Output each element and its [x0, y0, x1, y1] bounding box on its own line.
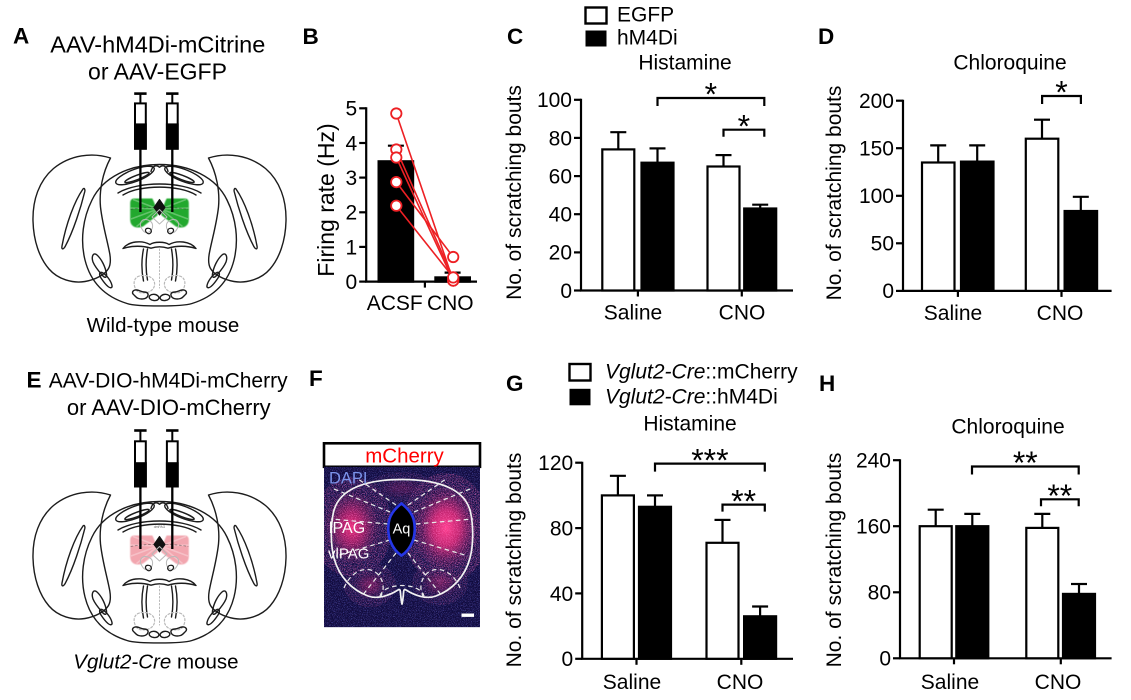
svg-text:vlPAG: vlPAG — [328, 546, 369, 563]
svg-text:hM4Di: hM4Di — [617, 27, 678, 50]
svg-text:Histamine: Histamine — [643, 413, 736, 436]
svg-text:0: 0 — [560, 280, 572, 303]
svg-text:Saline: Saline — [921, 671, 979, 694]
svg-text:dmPAG: dmPAG — [154, 525, 166, 529]
svg-text:0: 0 — [562, 648, 574, 671]
svg-text:240: 240 — [856, 450, 891, 473]
svg-text:ACSF: ACSF — [367, 292, 423, 315]
svg-text:80: 80 — [549, 127, 572, 150]
svg-text:Vglut2-Cre mouse: Vglut2-Cre mouse — [73, 651, 238, 674]
svg-text:E: E — [27, 368, 42, 393]
svg-text:**: ** — [1013, 445, 1038, 481]
svg-text:Chloroquine: Chloroquine — [953, 52, 1066, 75]
svg-text:lPAG: lPAG — [329, 520, 365, 537]
svg-text:Saline: Saline — [924, 302, 982, 325]
svg-text:1: 1 — [346, 236, 358, 259]
svg-text:CNO: CNO — [1037, 302, 1084, 325]
svg-text:**: ** — [731, 483, 756, 519]
svg-text:CNO: CNO — [427, 292, 474, 315]
svg-text:AAV-hM4Di-mCitrine: AAV-hM4Di-mCitrine — [50, 32, 265, 58]
svg-text:H: H — [819, 371, 835, 396]
svg-text:100: 100 — [537, 89, 572, 112]
svg-text:150: 150 — [859, 138, 894, 161]
svg-text:*: * — [738, 108, 750, 144]
svg-text:No. of scratching bouts: No. of scratching bouts — [823, 453, 846, 668]
svg-text:Vglut2-Cre::hM4Di: Vglut2-Cre::hM4Di — [605, 386, 778, 409]
svg-text:No. of scratching bouts: No. of scratching bouts — [503, 453, 526, 668]
svg-text:40: 40 — [549, 204, 572, 227]
svg-text:No. of scratching bouts: No. of scratching bouts — [823, 86, 846, 301]
svg-text:C: C — [507, 24, 523, 49]
svg-text:50: 50 — [871, 233, 894, 256]
svg-text:mCherry: mCherry — [365, 444, 444, 467]
svg-text:Wild-type mouse: Wild-type mouse — [87, 314, 240, 337]
svg-text:0: 0 — [882, 280, 894, 303]
svg-text:3: 3 — [346, 167, 358, 190]
svg-text:2: 2 — [346, 202, 358, 225]
svg-text:Histamine: Histamine — [638, 52, 731, 75]
svg-text:Firing rate (Hz): Firing rate (Hz) — [313, 123, 339, 276]
svg-text:AAV-DIO-hM4Di-mCherry: AAV-DIO-hM4Di-mCherry — [49, 370, 288, 393]
svg-text:40: 40 — [550, 583, 573, 606]
svg-text:*: * — [1055, 75, 1067, 111]
svg-text:Saline: Saline — [604, 302, 662, 325]
svg-text:CNO: CNO — [717, 671, 764, 694]
svg-text:**: ** — [1047, 478, 1072, 514]
svg-text:160: 160 — [856, 516, 891, 539]
svg-text:60: 60 — [549, 165, 572, 188]
svg-text:20: 20 — [549, 242, 572, 265]
svg-text:or AAV-DIO-mCherry: or AAV-DIO-mCherry — [67, 395, 271, 420]
svg-text:***: *** — [691, 442, 728, 478]
svg-text:80: 80 — [550, 517, 573, 540]
svg-text:EGFP: EGFP — [617, 4, 674, 27]
svg-text:0: 0 — [879, 648, 891, 671]
svg-text:A: A — [13, 24, 29, 49]
svg-text:4: 4 — [346, 132, 358, 155]
svg-text:F: F — [309, 366, 323, 391]
svg-text:DAPI: DAPI — [329, 470, 368, 488]
svg-text:0: 0 — [346, 271, 358, 294]
svg-text:or AAV-EGFP: or AAV-EGFP — [88, 59, 227, 85]
svg-text:80: 80 — [868, 582, 891, 605]
svg-text:5: 5 — [346, 98, 358, 121]
svg-text:Aq: Aq — [393, 522, 411, 538]
svg-text:200: 200 — [859, 90, 894, 113]
svg-text:Vglut2-Cre::mCherry: Vglut2-Cre::mCherry — [605, 361, 798, 384]
svg-text:Saline: Saline — [603, 671, 661, 694]
svg-text:D: D — [818, 24, 834, 49]
svg-text:G: G — [506, 371, 524, 396]
svg-text:B: B — [303, 24, 319, 49]
svg-text:120: 120 — [538, 452, 573, 475]
svg-text:Chloroquine: Chloroquine — [951, 416, 1064, 439]
svg-text:CNO: CNO — [1035, 671, 1082, 694]
svg-text:*: * — [705, 77, 717, 113]
svg-text:100: 100 — [859, 185, 894, 208]
svg-text:No. of scratching bouts: No. of scratching bouts — [503, 85, 526, 300]
svg-text:CNO: CNO — [719, 302, 766, 325]
